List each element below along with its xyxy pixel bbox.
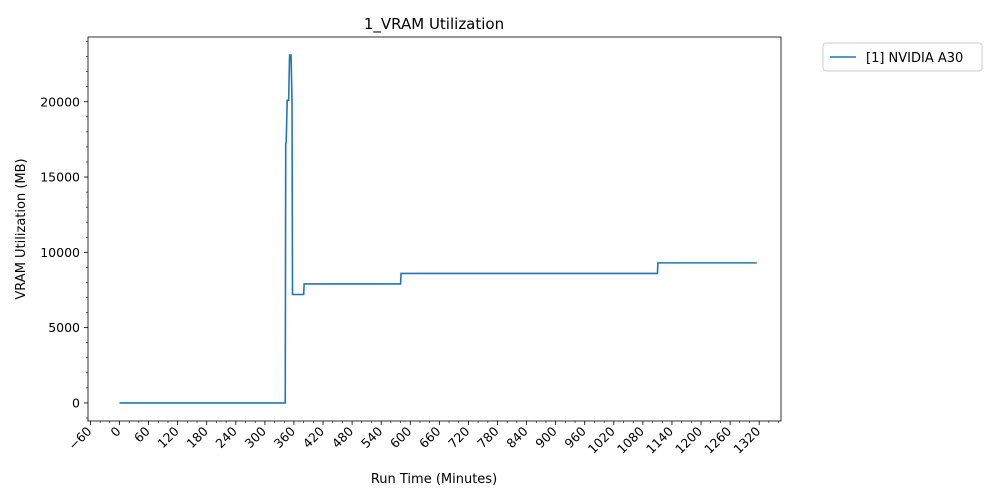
legend-label: [1] NVIDIA A30 bbox=[866, 51, 963, 66]
x-tick-label: 540 bbox=[358, 423, 386, 451]
legend: [1] NVIDIA A30 bbox=[822, 42, 983, 72]
y-tick-label: 0 bbox=[72, 395, 80, 410]
y-tick-label: 10000 bbox=[40, 245, 80, 260]
x-tick-label: 1020 bbox=[585, 423, 618, 456]
x-tick-label: 60 bbox=[131, 423, 153, 445]
y-tick-label: 5000 bbox=[48, 320, 80, 335]
y-tick-label: 20000 bbox=[40, 94, 80, 109]
x-tick-label: 720 bbox=[445, 423, 473, 451]
plot-area bbox=[87, 36, 782, 422]
x-tick-label: 120 bbox=[154, 423, 182, 451]
x-tick-label: 300 bbox=[242, 423, 270, 451]
x-tick-label: 420 bbox=[300, 423, 328, 451]
x-tick-label: 480 bbox=[329, 423, 357, 451]
y-tick-label: 15000 bbox=[40, 170, 80, 185]
x-tick-label: 1080 bbox=[614, 423, 647, 456]
plot-frame bbox=[87, 36, 782, 422]
series-layer bbox=[119, 54, 757, 404]
series-line-0 bbox=[119, 54, 757, 404]
y-axis: 0 5000 10000 15000 20000 bbox=[40, 41, 88, 419]
x-tick-label: 780 bbox=[474, 423, 502, 451]
x-tick-label: 240 bbox=[212, 423, 240, 451]
x-tick-label: 0 bbox=[107, 423, 123, 439]
x-tick-label: 660 bbox=[416, 423, 444, 451]
x-axis-title: Run Time (Minutes) bbox=[371, 472, 497, 487]
x-tick-label: 180 bbox=[183, 423, 211, 451]
x-tick-label: 1320 bbox=[730, 423, 763, 456]
x-tick-label: 900 bbox=[532, 423, 560, 451]
x-tick-label: 1200 bbox=[672, 423, 705, 456]
x-axis: −60 0 60 120 180 240 300 360 420 480 540 600 660 720 7… bbox=[65, 421, 779, 457]
x-tick-label: 1140 bbox=[643, 423, 676, 456]
x-tick-label: 840 bbox=[503, 423, 531, 451]
legend-box bbox=[822, 42, 983, 72]
x-tick-label: 1260 bbox=[701, 423, 734, 456]
chart-title: 1_VRAM Utilization bbox=[364, 15, 504, 34]
x-tick-label: 360 bbox=[271, 423, 299, 451]
x-tick-label: −60 bbox=[65, 423, 94, 452]
y-axis-title: VRAM Utilization (MB) bbox=[14, 158, 29, 299]
x-tick-label: 600 bbox=[387, 423, 415, 451]
